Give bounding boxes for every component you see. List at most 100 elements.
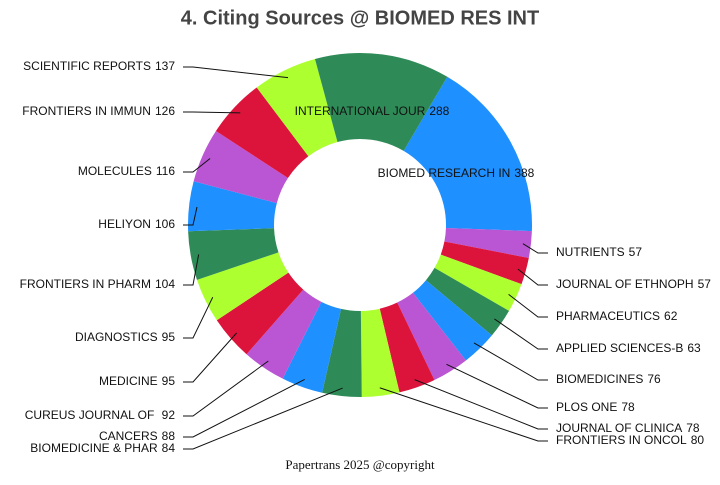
leader-line xyxy=(183,111,241,114)
donut-slice xyxy=(322,308,362,397)
leader-line xyxy=(414,379,548,430)
leader-line xyxy=(183,254,200,286)
data-label: CUREUS JOURNAL OF 92 xyxy=(25,408,176,422)
footer: Papertrans 2025 @copyright xyxy=(285,457,435,472)
donut-slice xyxy=(425,267,510,336)
donut-slice xyxy=(193,131,288,204)
leader-line xyxy=(183,360,269,417)
data-label: FRONTIERS IN ONCOL 80 xyxy=(556,433,704,447)
donut-slice xyxy=(440,241,529,285)
label-value: 95 xyxy=(162,330,176,344)
leader-line xyxy=(183,332,237,383)
label-value: 78 xyxy=(621,400,635,414)
label-name: DIAGNOSTICS xyxy=(75,330,158,344)
label-value: 57 xyxy=(698,277,712,291)
label-value: 80 xyxy=(691,433,705,447)
data-label: MOLECULES 116 xyxy=(78,164,175,178)
label-value: 104 xyxy=(155,277,175,291)
leader-line xyxy=(183,296,214,339)
leader-line xyxy=(494,318,548,350)
label-name: FRONTIERS IN ONCOL xyxy=(556,433,687,447)
data-label: CANCERS 88 xyxy=(99,429,175,443)
label-value: 126 xyxy=(155,104,175,118)
data-label: NUTRIENTS 57 xyxy=(556,245,642,259)
data-label: BIOMEDICINES 76 xyxy=(556,372,661,386)
leader-line xyxy=(183,66,289,79)
data-label: JOURNAL OF ETHNOPH 57 xyxy=(556,277,711,291)
label-value: 106 xyxy=(155,217,175,231)
donut-slice xyxy=(246,289,322,379)
leader-line xyxy=(517,268,548,286)
label-name: MEDICINE xyxy=(99,374,158,388)
label-name: BIOMEDICINE & PHAR xyxy=(30,441,158,455)
donut-slice xyxy=(379,302,435,393)
donut-slice xyxy=(360,308,400,397)
label-name: NUTRIENTS xyxy=(556,245,625,259)
donut-slice xyxy=(196,252,289,321)
donut-slice xyxy=(434,254,522,311)
label-value: 92 xyxy=(162,408,176,422)
data-label: DIAGNOSTICS 95 xyxy=(75,330,175,344)
label-name: FRONTIERS IN IMMUN xyxy=(22,104,151,118)
label-value: 388 xyxy=(514,166,534,180)
label-value: 116 xyxy=(156,164,175,178)
data-label: INTERNATIONAL JOUR 288 xyxy=(295,104,450,118)
label-name: APPLIED SCIENCES-B xyxy=(556,341,683,355)
label-value: 84 xyxy=(162,441,176,455)
donut-slice xyxy=(215,87,309,179)
data-label: PHARMACEUTICS 62 xyxy=(556,309,678,323)
data-label: MEDICINE 95 xyxy=(99,374,175,388)
donut-slice xyxy=(314,53,448,151)
data-label: BIOMEDICINE & PHAR 84 xyxy=(30,441,175,455)
data-label: APPLIED SCIENCES-B 63 xyxy=(556,341,701,355)
label-name: BIOMEDICINES xyxy=(556,372,643,386)
leader-line xyxy=(473,342,548,381)
data-label: FRONTIERS IN PHARM 104 xyxy=(20,277,176,291)
donut-slice xyxy=(216,272,304,355)
data-label: PLOS ONE 78 xyxy=(556,400,635,414)
label-name: CANCERS xyxy=(99,429,158,443)
leader-line xyxy=(183,206,198,226)
label-name: PLOS ONE xyxy=(556,400,617,414)
label-name: BIOMED RESEARCH IN xyxy=(378,166,511,180)
label-value: 137 xyxy=(155,59,175,73)
label-value: 62 xyxy=(664,309,678,323)
leader-line xyxy=(183,387,343,450)
label-name: CUREUS JOURNAL OF xyxy=(25,408,158,422)
donut-slice xyxy=(188,181,277,232)
label-name: PHARMACEUTICS xyxy=(556,309,660,323)
donut-slice xyxy=(444,228,532,259)
donut-slice xyxy=(188,228,279,280)
donut-slice xyxy=(397,292,466,381)
label-name: INTERNATIONAL JOUR xyxy=(295,104,426,118)
donut-slice xyxy=(282,301,342,393)
label-value: 63 xyxy=(687,341,701,355)
label-value: 288 xyxy=(429,104,449,118)
label-value: 57 xyxy=(629,245,643,259)
label-name: MOLECULES xyxy=(78,164,152,178)
leader-line xyxy=(183,158,211,173)
donut-slice xyxy=(412,280,492,361)
label-value: 76 xyxy=(647,372,661,386)
leader-line xyxy=(508,293,548,318)
label-value: 78 xyxy=(686,421,700,435)
label-name: HELIYON xyxy=(98,217,151,231)
donut-slice xyxy=(256,58,338,157)
leader-line xyxy=(183,378,305,438)
data-label: BIOMED RESEARCH IN 388 xyxy=(378,166,535,180)
leader-line xyxy=(379,387,548,442)
donut-slice xyxy=(403,76,532,232)
leader-line xyxy=(522,243,548,254)
label-name: SCIENTIFIC REPORTS xyxy=(23,59,151,73)
leader-line xyxy=(446,363,548,409)
label-name: JOURNAL OF ETHNOPH xyxy=(556,277,694,291)
data-label: JOURNAL OF CLINICA 78 xyxy=(556,421,700,435)
label-value: 95 xyxy=(162,374,176,388)
data-label: SCIENTIFIC REPORTS 137 xyxy=(23,59,175,73)
data-label: FRONTIERS IN IMMUN 126 xyxy=(22,104,175,118)
label-name: FRONTIERS IN PHARM xyxy=(20,277,151,291)
label-name: JOURNAL OF CLINICA xyxy=(556,421,682,435)
label-value: 88 xyxy=(162,429,176,443)
data-label: HELIYON 106 xyxy=(98,217,175,231)
